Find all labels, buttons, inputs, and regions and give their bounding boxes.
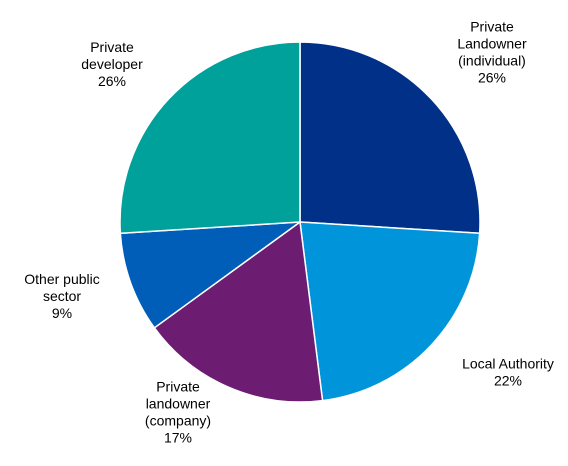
slice-value-label: 26%	[98, 73, 126, 89]
slice-category-label: Private	[90, 39, 134, 55]
slice-value-label: 22%	[494, 372, 522, 388]
slice-label: Private landowner (company) 17%	[145, 378, 211, 445]
slice-label: Local Authority 22%	[462, 355, 554, 388]
slice-value-label: 9%	[52, 305, 72, 321]
pie-slice-private-developer	[119, 41, 301, 235]
slice-value-label: 26%	[478, 69, 506, 85]
pie-slice-private-landowner-company	[153, 221, 324, 403]
slice-category-label: Local Authority	[462, 355, 554, 371]
slice-category-label: Private	[156, 378, 200, 394]
slice-category-label: developer	[81, 56, 143, 72]
slice-category-label: (company)	[145, 412, 211, 428]
slice-label: Private Landowner (individual) 26%	[457, 18, 527, 85]
slices-layer	[119, 41, 481, 403]
slice-category-label: Other public	[24, 271, 99, 287]
labels-layer: Private Landowner (individual) 26%Local Aut…	[24, 18, 554, 445]
slice-category-label: Landowner	[457, 35, 527, 51]
slice-category-label: sector	[43, 288, 81, 304]
slice-value-label: 17%	[164, 429, 192, 445]
slice-category-label: landowner	[146, 395, 211, 411]
slice-label: Private developer 26%	[81, 39, 143, 89]
slice-category-label: Private	[470, 18, 514, 34]
pie-slice-other-public-sector	[119, 221, 301, 329]
pie-slice-private-landowner-individual	[299, 41, 481, 235]
slice-label: Other public sector 9%	[24, 271, 99, 321]
slice-category-label: (individual)	[458, 52, 526, 68]
pie-slice-local-authority	[299, 221, 481, 402]
